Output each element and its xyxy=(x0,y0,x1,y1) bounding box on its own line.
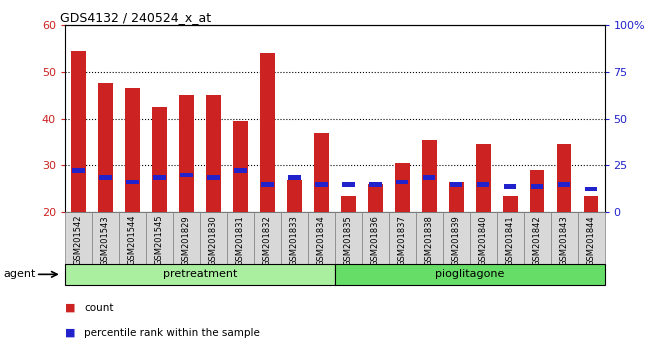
Text: GSM201833: GSM201833 xyxy=(290,215,299,266)
Bar xyxy=(179,95,194,212)
Bar xyxy=(71,51,86,212)
Bar xyxy=(502,196,517,212)
Bar xyxy=(152,107,167,212)
Text: GDS4132 / 240524_x_at: GDS4132 / 240524_x_at xyxy=(60,11,211,24)
Bar xyxy=(233,121,248,212)
Text: GSM201831: GSM201831 xyxy=(236,215,245,266)
Text: ■: ■ xyxy=(65,303,75,313)
Bar xyxy=(260,53,275,212)
Bar xyxy=(396,179,408,184)
Bar xyxy=(584,196,599,212)
Bar xyxy=(254,212,281,264)
Bar xyxy=(556,144,571,212)
Bar xyxy=(558,182,570,187)
Text: GSM201544: GSM201544 xyxy=(128,215,137,266)
Bar xyxy=(72,168,84,172)
Text: GSM201841: GSM201841 xyxy=(506,215,515,266)
Text: GSM201830: GSM201830 xyxy=(209,215,218,266)
Bar xyxy=(416,212,443,264)
Text: GSM201835: GSM201835 xyxy=(344,215,353,266)
Bar xyxy=(261,182,274,187)
Bar xyxy=(153,175,166,179)
Bar xyxy=(335,264,604,285)
Text: GSM201834: GSM201834 xyxy=(317,215,326,266)
Bar xyxy=(585,187,597,191)
Bar xyxy=(368,184,383,212)
Text: GSM201543: GSM201543 xyxy=(101,215,110,266)
Bar xyxy=(146,212,173,264)
Bar xyxy=(448,182,463,212)
Bar xyxy=(98,84,113,212)
Bar xyxy=(287,179,302,212)
Bar xyxy=(395,163,410,212)
Text: GSM201842: GSM201842 xyxy=(532,215,541,266)
Text: GSM201844: GSM201844 xyxy=(586,215,595,266)
Text: pretreatment: pretreatment xyxy=(162,269,237,279)
Bar xyxy=(335,212,361,264)
Bar xyxy=(341,196,356,212)
Bar xyxy=(530,170,545,212)
Bar xyxy=(65,212,92,264)
Bar xyxy=(504,184,516,189)
Bar xyxy=(531,184,543,189)
Bar xyxy=(577,212,605,264)
Bar xyxy=(389,212,416,264)
Bar xyxy=(92,212,119,264)
Text: GSM201836: GSM201836 xyxy=(370,215,380,266)
Bar xyxy=(281,212,308,264)
Bar xyxy=(450,182,462,187)
Bar xyxy=(125,88,140,212)
Text: GSM201542: GSM201542 xyxy=(74,215,83,266)
Bar xyxy=(422,140,437,212)
Bar xyxy=(524,212,551,264)
Bar xyxy=(119,212,146,264)
Text: GSM201829: GSM201829 xyxy=(182,215,191,266)
Bar xyxy=(369,182,382,187)
Bar xyxy=(288,175,300,179)
Bar xyxy=(314,133,329,212)
Bar xyxy=(234,168,246,172)
Bar xyxy=(443,212,469,264)
Text: GSM201843: GSM201843 xyxy=(560,215,569,266)
Text: agent: agent xyxy=(3,269,36,279)
Bar xyxy=(206,95,221,212)
Bar xyxy=(173,212,200,264)
Bar xyxy=(180,172,192,177)
Text: GSM201839: GSM201839 xyxy=(452,215,461,266)
Text: GSM201837: GSM201837 xyxy=(398,215,407,266)
Bar xyxy=(342,182,354,187)
Bar xyxy=(65,264,335,285)
Text: GSM201838: GSM201838 xyxy=(424,215,434,266)
Bar xyxy=(99,175,112,179)
Bar xyxy=(200,212,227,264)
Bar xyxy=(126,179,138,184)
Bar xyxy=(551,212,577,264)
Bar xyxy=(497,212,524,264)
Bar xyxy=(315,182,328,187)
Text: GSM201832: GSM201832 xyxy=(263,215,272,266)
Bar xyxy=(227,212,254,264)
Bar xyxy=(308,212,335,264)
Text: count: count xyxy=(84,303,114,313)
Bar xyxy=(476,144,491,212)
Bar xyxy=(361,212,389,264)
Text: GSM201840: GSM201840 xyxy=(478,215,488,266)
Text: GSM201545: GSM201545 xyxy=(155,215,164,266)
Bar xyxy=(423,175,436,179)
Bar xyxy=(477,182,489,187)
Bar xyxy=(469,212,497,264)
Text: pioglitagone: pioglitagone xyxy=(435,269,504,279)
Text: percentile rank within the sample: percentile rank within the sample xyxy=(84,328,261,338)
Bar xyxy=(207,175,220,179)
Text: ■: ■ xyxy=(65,328,75,338)
